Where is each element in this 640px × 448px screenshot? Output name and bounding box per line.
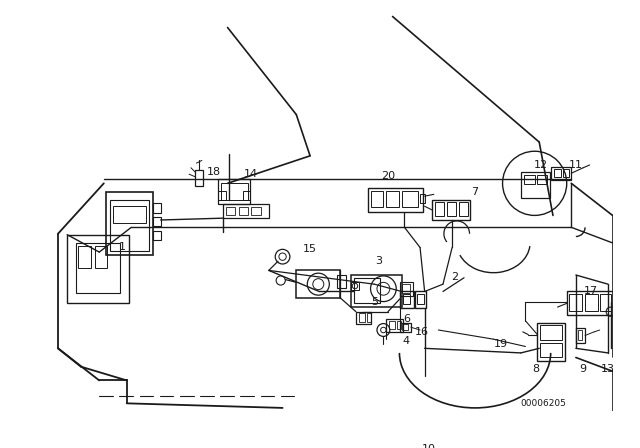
Bar: [447, 202, 456, 216]
Text: 10: 10: [422, 444, 436, 448]
Bar: [356, 312, 371, 324]
Bar: [154, 231, 161, 240]
Text: 18: 18: [207, 168, 221, 177]
Text: 5: 5: [371, 297, 378, 307]
Bar: [524, 175, 534, 184]
Bar: [578, 330, 582, 340]
Bar: [551, 167, 572, 180]
Bar: [458, 202, 468, 216]
Text: 11: 11: [569, 160, 583, 170]
Bar: [195, 170, 203, 186]
Text: 4: 4: [403, 336, 410, 346]
Bar: [67, 235, 129, 303]
Bar: [402, 191, 418, 207]
Bar: [521, 172, 550, 198]
Bar: [435, 202, 444, 216]
Bar: [402, 284, 410, 293]
Text: 6: 6: [403, 314, 410, 324]
Bar: [113, 206, 146, 223]
Bar: [371, 191, 383, 207]
Bar: [600, 294, 611, 311]
Text: 3: 3: [375, 256, 382, 266]
Bar: [110, 200, 148, 251]
Text: 8: 8: [532, 364, 539, 375]
Text: 12: 12: [534, 160, 548, 170]
Text: 9: 9: [580, 364, 587, 375]
Bar: [538, 323, 565, 361]
Bar: [226, 207, 235, 215]
Bar: [563, 168, 568, 177]
Text: 13: 13: [601, 364, 615, 375]
Bar: [337, 275, 346, 288]
Bar: [154, 217, 161, 226]
Bar: [154, 203, 161, 213]
Bar: [420, 194, 424, 203]
Bar: [354, 278, 380, 303]
Bar: [386, 191, 399, 207]
Bar: [76, 243, 120, 293]
Bar: [106, 193, 154, 255]
Text: 16: 16: [415, 327, 429, 337]
Bar: [386, 319, 403, 332]
Bar: [243, 191, 250, 200]
Text: 17: 17: [584, 286, 598, 297]
Bar: [351, 282, 358, 290]
Bar: [403, 294, 410, 304]
Bar: [78, 246, 91, 267]
Bar: [218, 179, 250, 204]
Text: 1: 1: [118, 242, 125, 253]
Bar: [95, 246, 108, 267]
Bar: [540, 325, 562, 340]
Bar: [218, 191, 226, 200]
Text: 19: 19: [493, 339, 508, 349]
Text: 00006205: 00006205: [521, 399, 567, 408]
Bar: [296, 271, 340, 298]
Bar: [358, 314, 365, 322]
Bar: [397, 321, 401, 329]
Text: 7: 7: [472, 188, 479, 198]
Bar: [554, 168, 561, 177]
Bar: [417, 294, 424, 304]
Bar: [432, 200, 470, 220]
Bar: [567, 292, 614, 315]
Bar: [400, 292, 413, 308]
Bar: [585, 294, 598, 311]
Bar: [221, 183, 248, 200]
Text: 20: 20: [381, 171, 395, 181]
Bar: [389, 321, 396, 329]
Bar: [368, 188, 423, 212]
Bar: [402, 324, 408, 330]
Text: 2: 2: [451, 272, 458, 282]
Bar: [570, 294, 582, 311]
Text: 14: 14: [243, 169, 257, 179]
Bar: [538, 175, 547, 184]
Bar: [400, 323, 411, 332]
Bar: [252, 207, 260, 215]
Bar: [351, 275, 402, 307]
Bar: [400, 282, 413, 296]
Bar: [540, 343, 562, 358]
Bar: [223, 204, 269, 218]
Bar: [239, 207, 248, 215]
Text: 15: 15: [303, 244, 317, 254]
Bar: [576, 328, 585, 343]
Bar: [415, 292, 426, 308]
Bar: [367, 314, 371, 322]
